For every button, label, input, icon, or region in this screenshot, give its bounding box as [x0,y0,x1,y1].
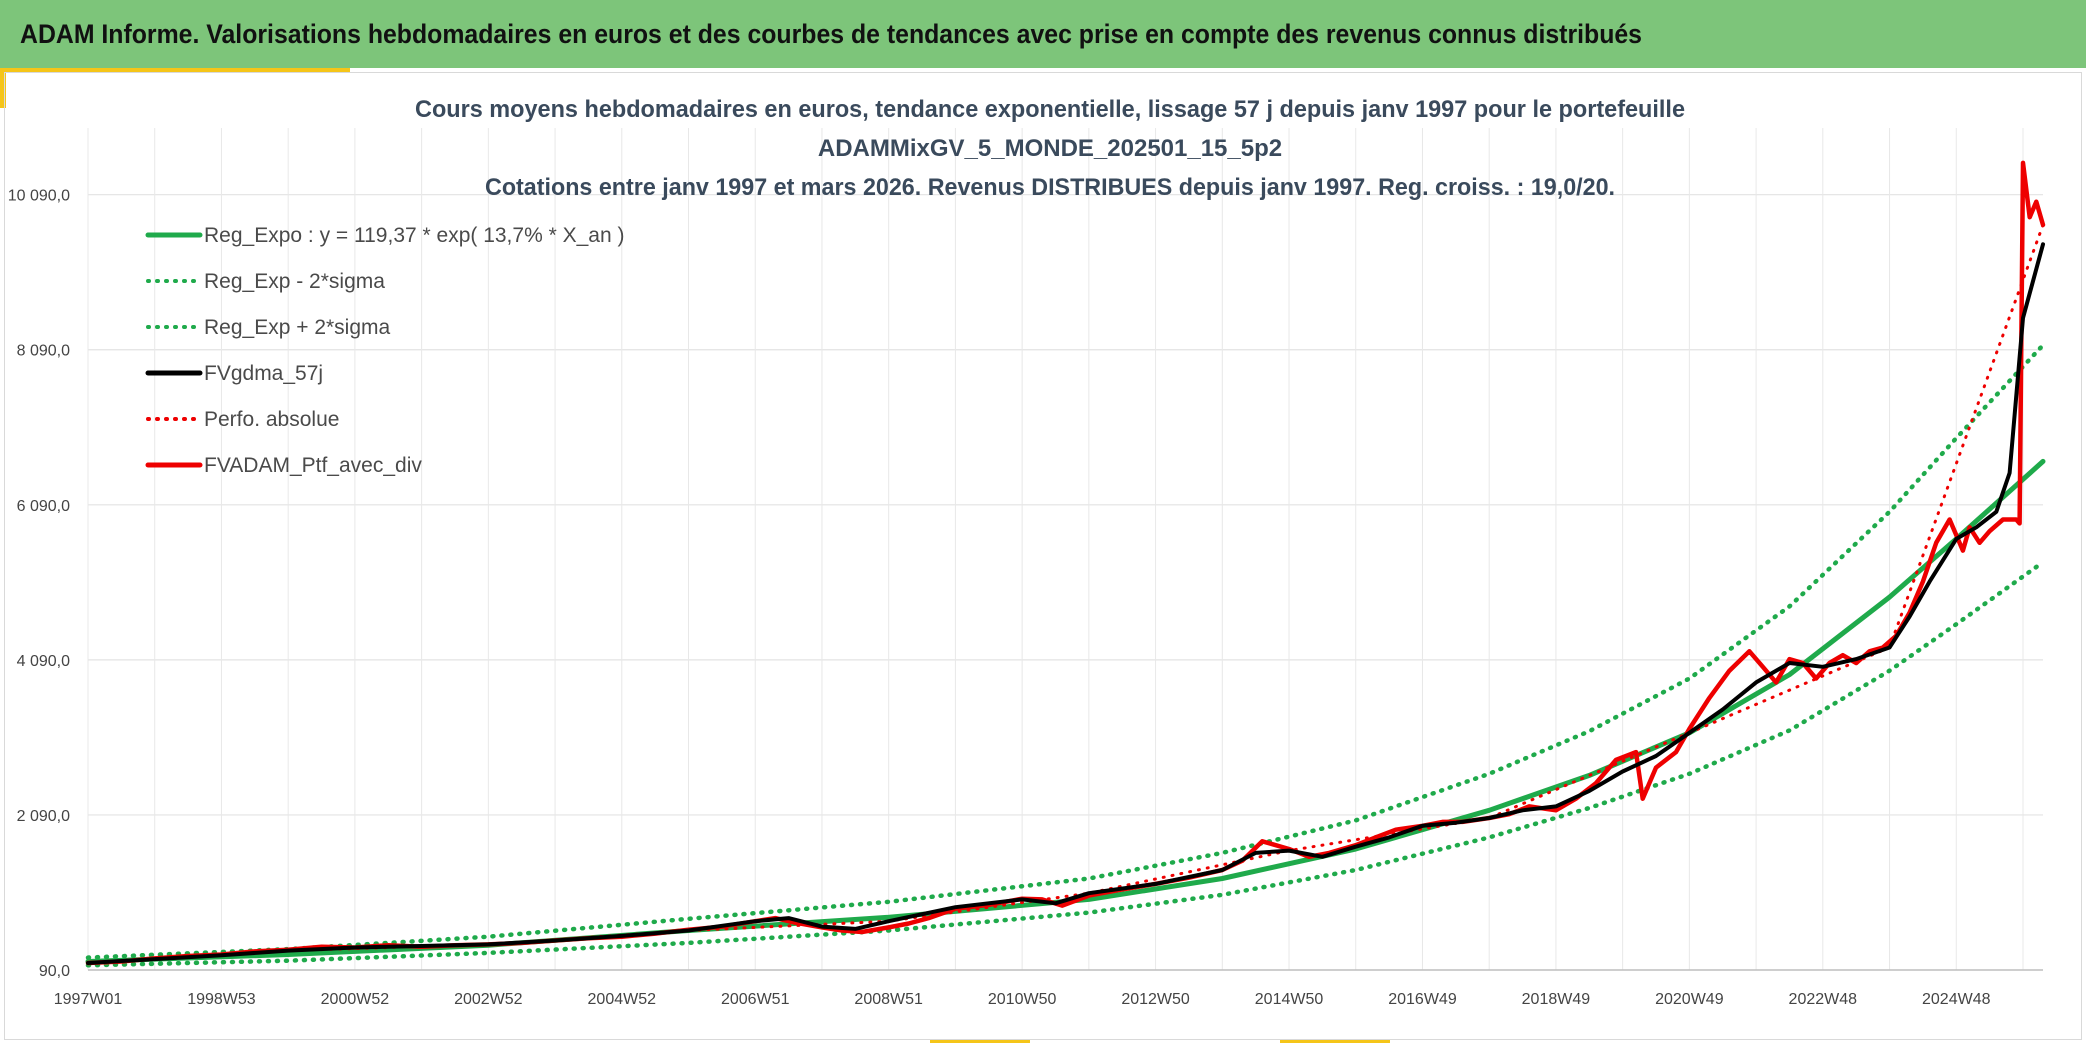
x-tick-label: 2016W49 [1388,991,1457,1008]
x-tick-label: 2006W51 [721,991,790,1008]
chart-title-line-3: Cotations entre janv 1997 et mars 2026. … [485,174,1615,201]
y-tick-label: 8 090,0 [17,343,70,360]
x-tick-label: 2002W52 [454,991,523,1008]
legend-label-4: Perfo. absolue [204,408,339,431]
chart-title-line-1: Cours moyens hebdomadaires en euros, ten… [415,96,1685,123]
series-layer [85,160,2046,968]
legend-label-3: FVgdma_57j [204,362,323,385]
x-tick-label: 2014W50 [1255,991,1324,1008]
legend-label-0: Reg_Expo : y = 119,37 * exp( 13,7% * X_a… [204,224,624,247]
x-tick-label: 2008W51 [854,991,923,1008]
x-tick-label: 2012W50 [1121,991,1190,1008]
chart-title-line-2: ADAMMixGV_5_MONDE_202501_15_5p2 [818,135,1282,162]
header-banner: ADAM Informe. Valorisations hebdomadaire… [0,0,2086,68]
x-tick-label: 2020W49 [1655,991,1724,1008]
y-tick-label: 2 090,0 [17,808,70,825]
legend-label-2: Reg_Exp + 2*sigma [204,316,391,339]
x-tick-label: 2010W50 [988,991,1057,1008]
chart-frame [4,72,2082,1040]
y-tick-label: 6 090,0 [17,498,70,515]
x-tick-label: 2018W49 [1522,991,1591,1008]
banner-title: ADAM Informe. Valorisations hebdomadaire… [20,18,1643,49]
chart-legend: Reg_Expo : y = 119,37 * exp( 13,7% * X_a… [145,224,624,477]
gold-accent-bottom [1280,1040,1390,1043]
legend-label-5: FVADAM_Ptf_avec_div [204,454,422,477]
x-tick-label: 1998W53 [187,991,256,1008]
series-line-3 [86,242,2045,965]
y-axis: 90,0 2 090,0 4 090,0 6 090,0 8 090,0 10 090,0 [8,188,70,980]
x-tick-label: 1997W01 [54,991,123,1008]
x-axis: 1997W01 1998W53 2000W52 2002W52 2004W52 2006W… [54,969,2043,1008]
x-tick-label: 2024W48 [1922,991,1991,1008]
legend-label-1: Reg_Exp - 2*sigma [204,270,385,293]
series-line-1 [85,559,2046,968]
chart-grid [87,128,2043,971]
y-tick-label: 10 090,0 [8,188,70,205]
gold-accent-bottom [930,1040,1030,1043]
gold-accent-side [0,68,6,108]
gold-accent-bar [0,68,350,73]
x-tick-label: 2022W48 [1789,991,1858,1008]
x-tick-label: 2004W52 [588,991,657,1008]
series-line-0 [85,458,2046,964]
x-tick-label: 2000W52 [321,991,390,1008]
y-tick-label: 90,0 [39,963,70,980]
series-line-2 [85,342,2046,960]
y-tick-label: 4 090,0 [17,653,70,670]
chart-title: Cours moyens hebdomadaires en euros, ten… [415,96,1685,201]
